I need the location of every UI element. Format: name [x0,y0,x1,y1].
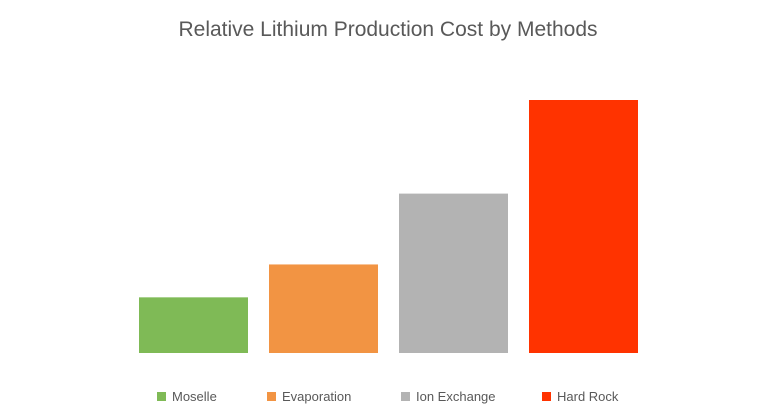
bar-evaporation [269,264,378,353]
legend-swatch-ion-exchange [401,392,410,401]
legend-label-moselle: Moselle [172,389,217,404]
legend-label-ion-exchange: Ion Exchange [416,389,496,404]
chart-title: Relative Lithium Production Cost by Meth… [178,18,598,41]
legend-swatch-evaporation [267,392,276,401]
chart-legend: Moselle Evaporation Ion Exchange Hard Ro… [0,389,776,407]
bar-moselle [139,297,248,353]
legend-label-hard-rock: Hard Rock [557,389,619,404]
legend-label-evaporation: Evaporation [282,389,352,404]
legend-swatch-hard-rock [542,392,551,401]
legend-item-hard-rock: Hard Rock [542,389,618,404]
bar-ion-exchange [399,193,508,353]
legend-item-ion-exchange: Ion Exchange [401,389,496,404]
legend-swatch-moselle [157,392,166,401]
legend-item-moselle: Moselle [157,389,217,404]
bar-plot-area [139,100,638,353]
legend-item-evaporation: Evaporation [267,389,351,404]
bar-hard-rock [529,100,638,353]
